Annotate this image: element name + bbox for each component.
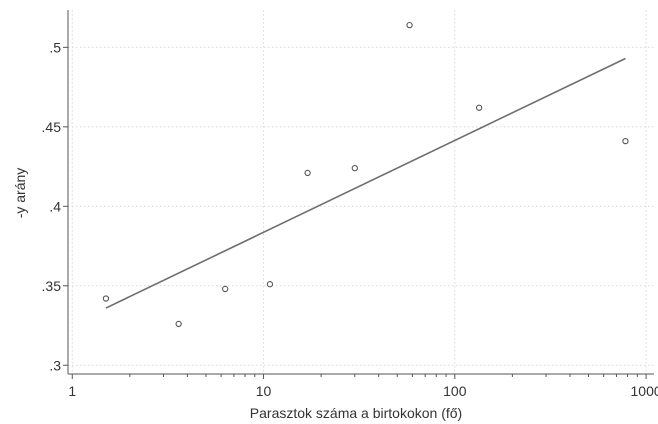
fitted-line [105,57,626,309]
grid [68,10,654,374]
data-point [175,320,182,328]
y-tick-label: .45 [42,119,62,135]
x-tick-label: 100 [443,383,467,399]
y-tick-label: .4 [49,198,61,214]
data-point [102,295,110,302]
data-point [475,104,483,111]
y-axis-title: -y arány [12,168,28,219]
data-point [406,21,413,29]
data-point [304,169,311,177]
data-point [351,165,358,172]
x-tick-label: 10 [256,383,272,399]
data-points [102,21,629,328]
data-point [622,137,629,145]
y-tick-label: .5 [49,39,61,55]
y-tick-label: .3 [49,357,61,373]
y-tick-label: .35 [42,278,62,294]
axes: .3 .35 .4 .45 .5 1 10 100 1000 [42,10,658,399]
data-point [266,281,274,288]
fit-line-group [105,57,626,309]
x-tick-label: 1000 [631,383,658,399]
x-axis-title: Parasztok száma a birtokokon (fő) [250,405,462,421]
x-tick-label: 1 [68,383,76,399]
data-point [222,285,229,293]
